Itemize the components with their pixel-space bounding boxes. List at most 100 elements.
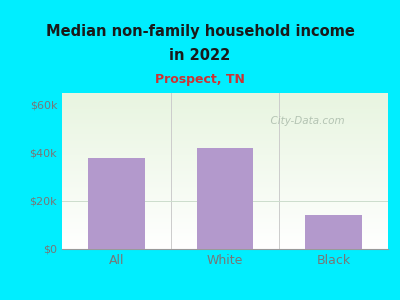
Bar [62, 150, 388, 151]
Bar [62, 169, 388, 170]
Bar [62, 183, 388, 184]
Bar [62, 228, 388, 229]
Bar [62, 123, 388, 124]
Bar [62, 247, 388, 248]
Bar [62, 225, 388, 226]
Bar [62, 117, 388, 118]
Bar [62, 106, 388, 107]
Bar [62, 234, 388, 235]
Bar [62, 93, 388, 94]
Bar [62, 141, 388, 142]
Bar [62, 147, 388, 148]
Bar [62, 172, 388, 173]
Bar [62, 126, 388, 127]
Bar [62, 153, 388, 154]
Bar [62, 109, 388, 110]
Bar [62, 157, 388, 158]
Bar [62, 146, 388, 147]
Bar [62, 203, 388, 204]
Bar [62, 197, 388, 198]
Bar [62, 173, 388, 174]
Bar [62, 198, 388, 199]
Bar [62, 221, 388, 222]
Bar [62, 185, 388, 186]
Bar [62, 233, 388, 234]
Bar [62, 140, 388, 141]
Bar [62, 217, 388, 218]
Bar [62, 137, 388, 138]
Bar [62, 187, 388, 188]
Bar [62, 122, 388, 123]
Bar [62, 178, 388, 179]
Bar [62, 167, 388, 168]
Bar [62, 243, 388, 244]
Bar [62, 120, 388, 121]
Bar [62, 155, 388, 156]
Bar [62, 108, 388, 109]
Bar [62, 133, 388, 134]
Bar [62, 236, 388, 237]
Bar [62, 206, 388, 207]
Bar [62, 158, 388, 159]
Bar [62, 138, 388, 139]
Bar [62, 180, 388, 181]
Bar [62, 107, 388, 108]
Bar [62, 128, 388, 129]
Bar [62, 215, 388, 216]
Bar [62, 199, 388, 200]
Bar [62, 119, 388, 120]
Bar [62, 182, 388, 183]
Bar [62, 190, 388, 191]
Bar [62, 127, 388, 128]
Bar [62, 102, 388, 103]
Bar [62, 170, 388, 171]
Bar [62, 165, 388, 166]
Bar [62, 104, 388, 105]
Bar [62, 218, 388, 219]
Bar [62, 169, 388, 170]
Bar [62, 144, 388, 145]
Bar [62, 214, 388, 215]
Bar [62, 191, 388, 192]
Bar [62, 164, 388, 165]
Bar [62, 177, 388, 178]
Bar [62, 163, 388, 164]
Bar [62, 209, 388, 210]
Bar [62, 245, 388, 246]
Bar [62, 175, 388, 176]
Bar [62, 118, 388, 119]
Bar [62, 142, 388, 143]
Text: Median non-family household income: Median non-family household income [46, 24, 354, 39]
Bar [62, 113, 388, 114]
Bar [62, 242, 388, 243]
Bar [62, 193, 388, 194]
Bar [62, 97, 388, 98]
Bar [62, 94, 388, 95]
Bar [62, 129, 388, 130]
Bar [62, 130, 388, 131]
Bar [62, 112, 388, 113]
Bar [62, 194, 388, 195]
Text: Prospect, TN: Prospect, TN [155, 73, 245, 86]
Bar [62, 135, 388, 136]
Bar [62, 98, 388, 99]
Bar [62, 181, 388, 182]
Bar [62, 200, 388, 201]
Bar [62, 210, 388, 211]
Bar [306, 215, 362, 249]
Bar [62, 132, 388, 133]
Bar [62, 235, 388, 236]
Bar [62, 96, 388, 97]
Bar [62, 161, 388, 162]
Bar [62, 154, 388, 155]
Bar [62, 241, 388, 242]
Text: City-Data.com: City-Data.com [264, 116, 345, 126]
Bar [62, 213, 388, 214]
Bar [62, 159, 388, 160]
Bar [62, 244, 388, 245]
Bar [62, 103, 388, 104]
Bar [62, 212, 388, 213]
Bar [62, 239, 388, 240]
Bar [62, 189, 388, 190]
Bar [62, 171, 388, 172]
